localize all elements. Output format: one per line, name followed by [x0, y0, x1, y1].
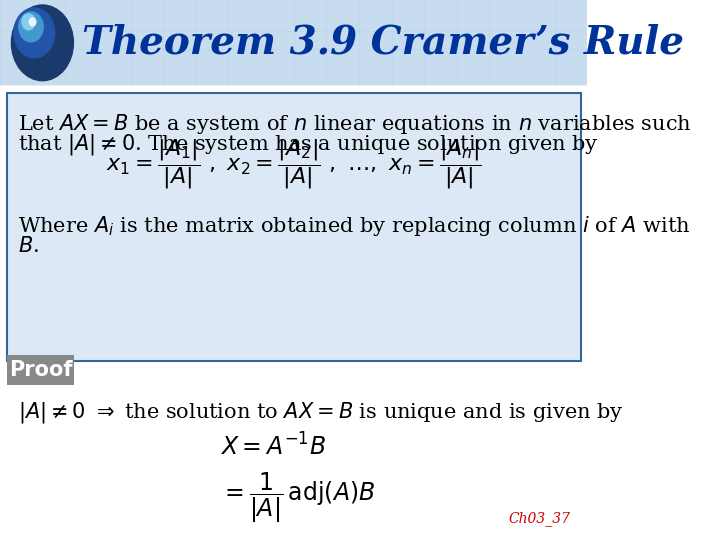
FancyBboxPatch shape — [0, 0, 588, 85]
Text: $B$.: $B$. — [18, 236, 39, 256]
Text: Where $A_i$ is the matrix obtained by replacing column $i$ of $A$ with: Where $A_i$ is the matrix obtained by re… — [18, 214, 690, 238]
Text: $x_1 = \dfrac{|A_1|}{|A|}\ ,\ x_2 = \dfrac{|A_2|}{|A|}\ ,\ \ldots,\ x_n = \dfrac: $x_1 = \dfrac{|A_1|}{|A|}\ ,\ x_2 = \dfr… — [106, 137, 482, 191]
Text: Let $AX = B$ be a system of $n$ linear equations in $n$ variables such: Let $AX = B$ be a system of $n$ linear e… — [18, 112, 692, 136]
Circle shape — [14, 8, 55, 58]
Text: Theorem 3.9 Cramer’s Rule: Theorem 3.9 Cramer’s Rule — [81, 24, 683, 62]
FancyBboxPatch shape — [7, 355, 74, 384]
Text: $= \dfrac{1}{|A|}\,\mathrm{adj}(A)B$: $= \dfrac{1}{|A|}\,\mathrm{adj}(A)B$ — [220, 470, 376, 525]
Circle shape — [22, 14, 35, 30]
Text: $|A| \neq 0\ \Rightarrow$ the solution to $AX = B$ is unique and is given by: $|A| \neq 0\ \Rightarrow$ the solution t… — [18, 401, 624, 426]
Text: Ch03_37: Ch03_37 — [509, 511, 571, 526]
Circle shape — [12, 5, 73, 80]
Circle shape — [30, 18, 36, 26]
Text: that $|A| \neq 0$. The system has a unique solution given by: that $|A| \neq 0$. The system has a uniq… — [18, 132, 599, 157]
Circle shape — [19, 12, 43, 42]
Text: $X = A^{-1}B$: $X = A^{-1}B$ — [220, 434, 326, 461]
FancyBboxPatch shape — [6, 93, 581, 361]
Text: Proof: Proof — [9, 360, 73, 380]
